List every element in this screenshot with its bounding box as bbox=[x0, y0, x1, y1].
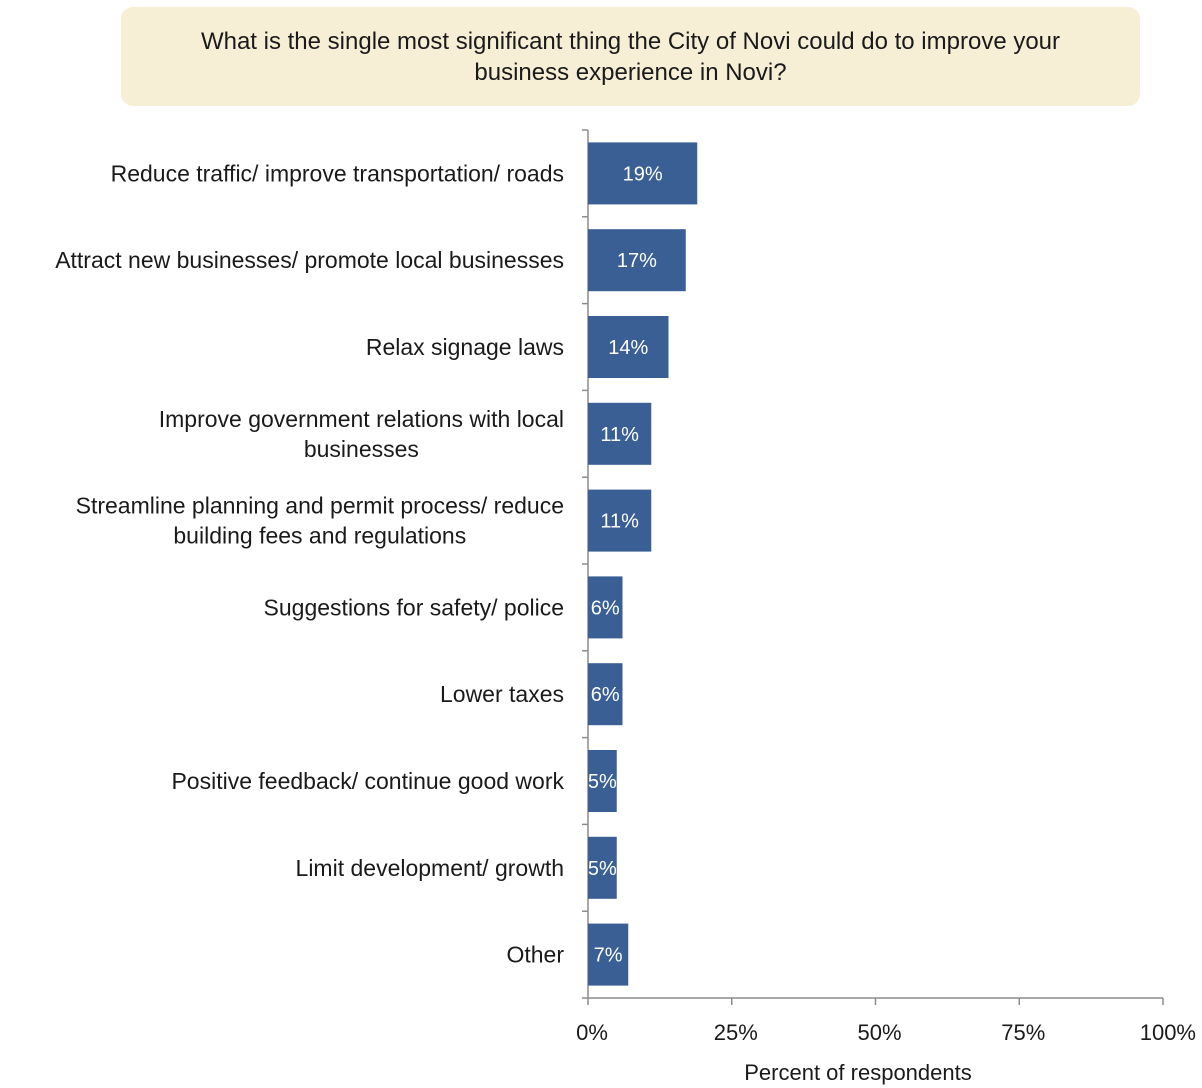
bar bbox=[588, 229, 686, 292]
category-label: Suggestions for safety/ police bbox=[264, 594, 564, 620]
bar bbox=[588, 923, 629, 986]
category-label: Streamline planning and permit process/ … bbox=[76, 493, 564, 549]
bar bbox=[588, 402, 652, 465]
bar-value-label: 17% bbox=[617, 250, 657, 272]
category-label: Limit development/ growth bbox=[296, 855, 564, 881]
category-label: Relax signage laws bbox=[366, 334, 564, 360]
bar-value-label: 5% bbox=[588, 858, 617, 880]
bar bbox=[588, 142, 698, 205]
bar bbox=[588, 576, 623, 639]
category-label: Improve government relations with local b… bbox=[159, 406, 564, 462]
bar bbox=[588, 316, 669, 378]
x-tick-label: 25% bbox=[714, 1020, 758, 1045]
category-label: Reduce traffic/ improve transportation/ … bbox=[111, 160, 564, 186]
category-label: Attract new businesses/ promote local bu… bbox=[55, 247, 564, 273]
bar-value-label: 11% bbox=[600, 511, 639, 533]
x-tick-label: 75% bbox=[1001, 1020, 1045, 1045]
x-tick-labels: 0% 25% 50% 75% 100% bbox=[576, 1020, 1196, 1045]
bar bbox=[588, 836, 617, 899]
bar-value-label: 19% bbox=[623, 163, 663, 185]
x-axis-title: Percent of respondents bbox=[744, 1060, 971, 1085]
category-label: Other bbox=[506, 942, 564, 968]
bar bbox=[588, 663, 623, 726]
chart-title: What is the single most significant thin… bbox=[121, 7, 1140, 106]
bar bbox=[588, 750, 617, 812]
value-labels: 19% 17% 14% 11% 11% 6% 6% 5% 5% 7% bbox=[588, 163, 663, 966]
x-tick-label: 100% bbox=[1140, 1020, 1196, 1045]
bar-value-label: 11% bbox=[600, 424, 639, 446]
bar-value-label: 5% bbox=[588, 771, 617, 793]
x-tick-label: 50% bbox=[857, 1020, 901, 1045]
chart-bars bbox=[588, 142, 698, 986]
category-labels: Reduce traffic/ improve transportation/ … bbox=[55, 160, 564, 967]
bar-value-label: 6% bbox=[591, 684, 620, 706]
bar-value-label: 6% bbox=[591, 597, 620, 619]
category-label: Positive feedback/ continue good work bbox=[171, 768, 564, 794]
bar-value-label: 14% bbox=[608, 337, 648, 359]
category-label: Lower taxes bbox=[440, 681, 564, 707]
bar-value-label: 7% bbox=[594, 945, 623, 967]
x-tick-label: 0% bbox=[576, 1020, 608, 1045]
bar bbox=[588, 489, 652, 552]
